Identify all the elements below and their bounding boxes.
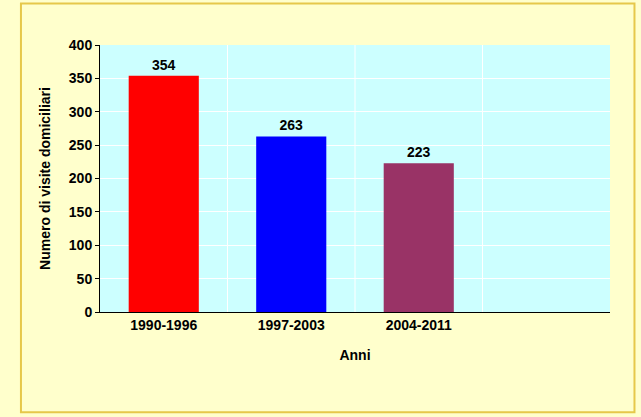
svg-text:1990-1996: 1990-1996 [130, 317, 197, 333]
svg-text:Numero di visite domiciliari: Numero di visite domiciliari [37, 87, 53, 270]
svg-text:1997-2003: 1997-2003 [258, 317, 325, 333]
svg-text:250: 250 [69, 137, 93, 153]
svg-text:354: 354 [152, 57, 176, 73]
svg-text:0: 0 [84, 304, 92, 320]
svg-text:300: 300 [69, 104, 93, 120]
svg-text:400: 400 [69, 37, 93, 53]
svg-text:350: 350 [69, 70, 93, 86]
svg-text:100: 100 [69, 237, 93, 253]
svg-text:263: 263 [279, 117, 303, 133]
svg-text:150: 150 [69, 204, 93, 220]
svg-text:223: 223 [407, 144, 431, 160]
svg-text:50: 50 [77, 271, 93, 287]
svg-text:200: 200 [69, 170, 93, 186]
svg-text:2004-2011: 2004-2011 [386, 317, 452, 333]
svg-text:Anni: Anni [339, 347, 370, 363]
